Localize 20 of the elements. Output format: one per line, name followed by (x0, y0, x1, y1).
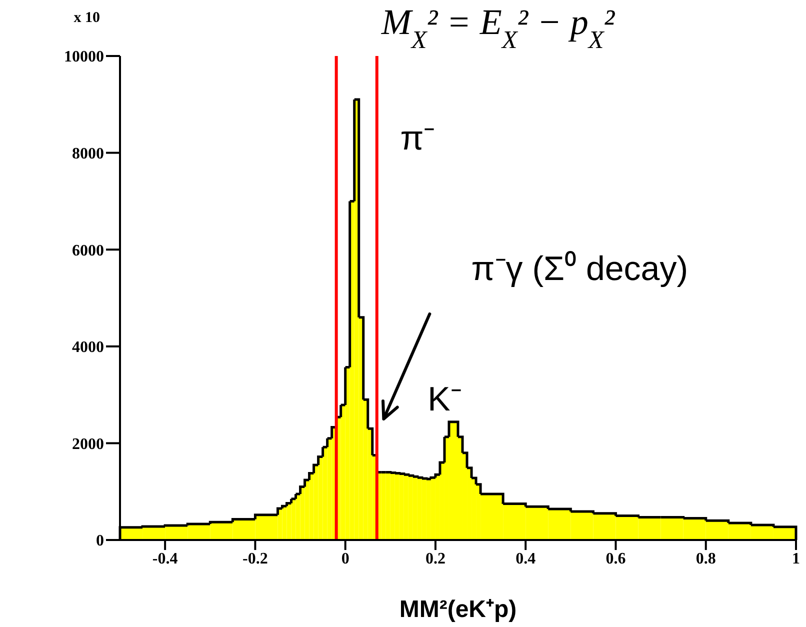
y-tick-label: 8000 (72, 145, 104, 162)
x-tick-label: -0.2 (242, 550, 268, 568)
x-tick-label: 0.4 (516, 550, 536, 568)
y-tick-label: 2000 (72, 436, 104, 453)
x-tick-label: 1 (792, 550, 800, 568)
x-tick-label: 0.8 (696, 550, 716, 568)
annotation: π⁻ (400, 119, 435, 158)
y-tick-label: 0 (96, 532, 104, 550)
x-tick-label: 0.2 (425, 550, 446, 568)
y-tick-label: 6000 (72, 242, 104, 260)
x-tick-label: 0 (341, 550, 350, 568)
text: x 10 (74, 10, 100, 26)
annotation: K⁻ (428, 380, 462, 419)
x-tick-label: -0.4 (152, 550, 178, 568)
annotation: π⁻γ (Σ⁰ decay) (471, 250, 688, 288)
chart-title: M$_{X}$² = E$_{X}$² − p$_{X}$² (380, 2, 616, 54)
y-tick-label: 10000 (64, 48, 104, 66)
y-tick-label: 4000 (72, 339, 104, 356)
x-axis-title: MM²(eK⁺p) (399, 596, 517, 623)
x-tick-label: 0.6 (606, 550, 626, 568)
